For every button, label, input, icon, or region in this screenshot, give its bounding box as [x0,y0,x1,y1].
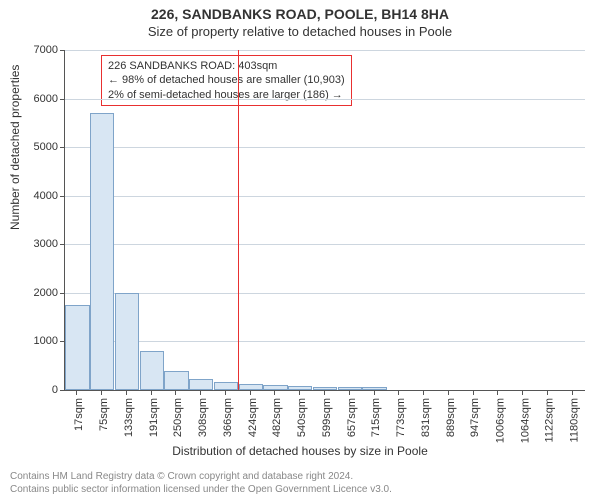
y-tick-label: 3000 [34,238,58,250]
y-tick-mark [60,293,65,294]
x-tick-label: 599sqm [321,398,333,437]
x-tick-label: 715sqm [371,398,383,437]
x-tick-mark [448,390,449,395]
gridline [65,147,585,148]
y-tick-mark [60,99,65,100]
y-tick-label: 4000 [34,190,58,202]
x-tick-label: 773sqm [395,398,407,437]
annotation-line: 2% of semi-detached houses are larger (1… [108,88,345,102]
x-tick-label: 831sqm [420,398,432,437]
bar [189,379,213,390]
x-tick-mark [76,390,77,395]
bar [214,382,238,390]
x-tick-mark [299,390,300,395]
x-tick-mark [175,390,176,395]
x-tick-label: 1122sqm [544,398,556,442]
x-tick-label: 191sqm [148,398,160,437]
gridline [65,341,585,342]
chart-container: 226, SANDBANKS ROAD, POOLE, BH14 8HA Siz… [0,0,600,500]
x-tick-labels: 17sqm 75sqm 133sqm 191sqm 250sqm 308sqm 366sqm… [64,390,584,450]
x-tick-label: 308sqm [197,398,209,437]
credits: Contains HM Land Registry data © Crown c… [10,471,590,496]
x-tick-label: 133sqm [123,398,135,437]
bar [90,113,114,390]
x-tick-mark [398,390,399,395]
credit-line: Contains public sector information licen… [10,484,590,497]
x-tick-mark [547,390,548,395]
x-tick-mark [151,390,152,395]
x-tick-label: 1064sqm [519,398,531,443]
y-tick-label: 1000 [34,335,58,347]
x-tick-mark [572,390,573,395]
x-tick-mark [274,390,275,395]
bar [115,293,139,390]
y-tick-label: 5000 [34,141,58,153]
x-tick-mark [423,390,424,395]
x-tick-mark [473,390,474,395]
x-tick-mark [324,390,325,395]
credit-line: Contains HM Land Registry data © Crown c… [10,471,590,484]
bar [164,371,188,390]
x-tick-mark [225,390,226,395]
bar [140,351,164,390]
y-tick-mark [60,196,65,197]
x-tick-mark [349,390,350,395]
y-tick-mark [60,147,65,148]
gridline [65,244,585,245]
y-tick-labels: 01000200030004000500060007000 [0,50,60,390]
chart-title: 226, SANDBANKS ROAD, POOLE, BH14 8HA [0,6,600,22]
x-tick-mark [374,390,375,395]
x-tick-label: 17sqm [73,398,85,431]
x-tick-label: 1180sqm [569,398,581,442]
plot-area: 226 SANDBANKS ROAD: 403sqm ← 98% of deta… [64,50,585,391]
bar [65,305,89,390]
x-tick-label: 657sqm [346,398,358,437]
x-tick-mark [101,390,102,395]
x-tick-label: 1006sqm [494,398,506,443]
x-tick-label: 424sqm [247,398,259,437]
gridline [65,293,585,294]
x-tick-mark [126,390,127,395]
gridline [65,50,585,51]
reference-line [238,50,239,390]
y-tick-label: 0 [52,384,58,396]
annotation-line: 226 SANDBANKS ROAD: 403sqm [108,59,345,73]
x-axis-label: Distribution of detached houses by size … [0,444,600,458]
gridline [65,196,585,197]
y-tick-label: 6000 [34,93,58,105]
y-tick-label: 2000 [34,287,58,299]
x-tick-label: 366sqm [222,398,234,437]
x-tick-mark [250,390,251,395]
gridline [65,99,585,100]
x-tick-label: 947sqm [470,398,482,437]
y-tick-mark [60,50,65,51]
annotation-line: ← 98% of detached houses are smaller (10… [108,73,345,87]
x-tick-label: 889sqm [445,398,457,437]
x-tick-label: 540sqm [296,398,308,437]
chart-subtitle: Size of property relative to detached ho… [0,24,600,39]
x-tick-mark [200,390,201,395]
x-tick-label: 250sqm [172,398,184,437]
x-tick-mark [497,390,498,395]
x-tick-label: 75sqm [98,398,110,431]
x-tick-label: 482sqm [271,398,283,437]
y-tick-mark [60,244,65,245]
x-tick-mark [522,390,523,395]
y-tick-label: 7000 [34,44,58,56]
